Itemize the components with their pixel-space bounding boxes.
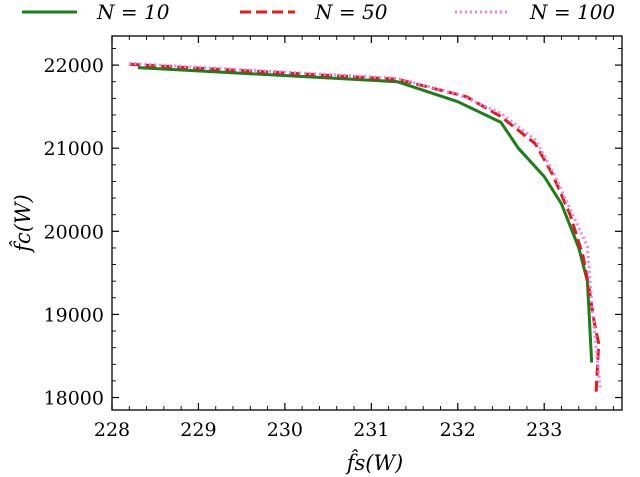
y-tick-label: 19000 — [44, 304, 104, 326]
y-tick-label: 22000 — [44, 55, 104, 77]
axes: 228 229 230 231 232 233 18000 19000 20000 21000 22… — [44, 36, 622, 441]
y-tick-label: 18000 — [44, 388, 104, 410]
series-line-3 — [129, 61, 602, 390]
y-tick-label: 20000 — [44, 221, 104, 243]
x-axis-label: f̂s(W) — [345, 450, 404, 475]
y-axis-label: f̂c(W) — [10, 194, 35, 254]
x-tick-label: 232 — [440, 419, 476, 441]
x-tick-label: 228 — [94, 419, 130, 441]
series-line-1 — [137, 66, 594, 363]
x-tick-label: 233 — [526, 419, 562, 441]
series-layer — [129, 61, 602, 393]
legend-label-1: N = 10 — [96, 0, 170, 24]
legend-label-2: N = 50 — [314, 0, 388, 24]
plot-frame — [111, 35, 623, 411]
legend-label-3: N = 100 — [529, 0, 615, 24]
x-tick-label: 231 — [353, 419, 389, 441]
legend: N = 10 N = 50 N = 100 — [22, 0, 615, 24]
series-line-2 — [129, 62, 601, 393]
x-tick-label: 230 — [267, 419, 303, 441]
y-tick-label: 21000 — [44, 138, 104, 160]
x-tick-label: 229 — [180, 419, 216, 441]
